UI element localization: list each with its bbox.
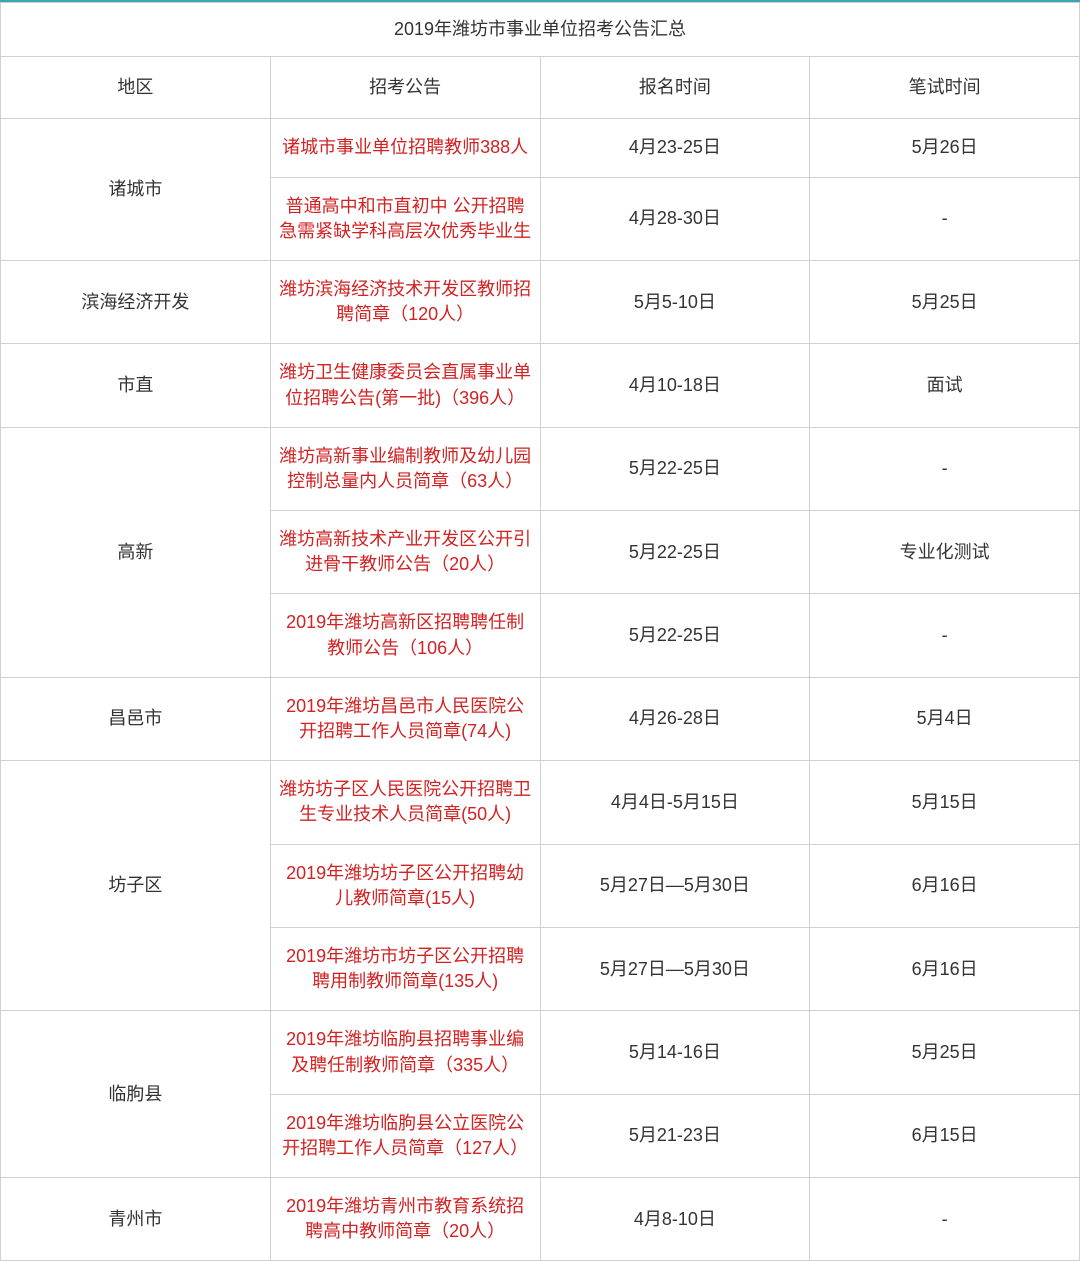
announcement-link[interactable]: 2019年潍坊市坊子区公开招聘聘用制教师简章(135人)	[286, 946, 524, 991]
announcement-link[interactable]: 潍坊高新技术产业开发区公开引进骨干教师公告（20人）	[279, 529, 531, 574]
announcement-cell: 2019年潍坊青州市教育系统招聘高中教师简章（20人）	[270, 1178, 540, 1261]
exam-time-cell: -	[810, 427, 1080, 510]
header-announcement: 招考公告	[270, 57, 540, 119]
exam-time-cell: 6月16日	[810, 844, 1080, 927]
reg-time-cell: 4月23-25日	[540, 119, 810, 177]
reg-time-cell: 5月27日—5月30日	[540, 844, 810, 927]
exam-time-cell: 5月15日	[810, 761, 1080, 844]
region-cell: 高新	[1, 427, 271, 677]
announcement-link[interactable]: 潍坊坊子区人民医院公开招聘卫生专业技术人员简章(50人)	[279, 779, 531, 824]
exam-time-cell: 专业化测试	[810, 511, 1080, 594]
table-row: 诸城市诸城市事业单位招聘教师388人4月23-25日5月26日	[1, 119, 1080, 177]
announcement-link[interactable]: 2019年潍坊坊子区公开招聘幼儿教师简章(15人)	[286, 863, 524, 908]
announcement-cell: 潍坊卫生健康委员会直属事业单位招聘公告(第一批)（396人）	[270, 344, 540, 427]
reg-time-cell: 4月10-18日	[540, 344, 810, 427]
announcement-link[interactable]: 2019年潍坊青州市教育系统招聘高中教师简章（20人）	[286, 1196, 524, 1241]
reg-time-cell: 5月21-23日	[540, 1094, 810, 1177]
table-header-row: 地区 招考公告 报名时间 笔试时间	[1, 57, 1080, 119]
announcement-cell: 潍坊高新技术产业开发区公开引进骨干教师公告（20人）	[270, 511, 540, 594]
header-exam-time: 笔试时间	[810, 57, 1080, 119]
exam-time-cell: 6月15日	[810, 1094, 1080, 1177]
table-row: 高新潍坊高新事业编制教师及幼儿园控制总量内人员简章（63人）5月22-25日-	[1, 427, 1080, 510]
reg-time-cell: 5月27日—5月30日	[540, 927, 810, 1010]
exam-time-cell: 5月4日	[810, 677, 1080, 760]
announcement-link[interactable]: 潍坊滨海经济技术开发区教师招聘简章（120人）	[279, 279, 531, 324]
table-container: 2019年潍坊市事业单位招考公告汇总 地区 招考公告 报名时间 笔试时间 诸城市…	[0, 0, 1080, 1261]
announcement-link[interactable]: 2019年潍坊临朐县公立医院公开招聘工作人员简章（127人）	[282, 1113, 528, 1158]
announcement-link[interactable]: 普通高中和市直初中 公开招聘急需紧缺学科高层次优秀毕业生	[279, 196, 531, 241]
announcement-cell: 2019年潍坊坊子区公开招聘幼儿教师简章(15人)	[270, 844, 540, 927]
header-region: 地区	[1, 57, 271, 119]
exam-time-cell: 5月25日	[810, 1011, 1080, 1094]
announcement-link[interactable]: 诸城市事业单位招聘教师388人	[282, 137, 528, 157]
table-row: 青州市 2019年潍坊青州市教育系统招聘高中教师简章（20人） 4月8-10日-	[1, 1178, 1080, 1261]
announcement-link[interactable]: 2019年潍坊高新区招聘聘任制教师公告（106人）	[286, 612, 524, 657]
announcement-cell: 普通高中和市直初中 公开招聘急需紧缺学科高层次优秀毕业生	[270, 177, 540, 260]
reg-time-cell: 4月8-10日	[540, 1178, 810, 1261]
exam-time-cell: 面试	[810, 344, 1080, 427]
table-row: 滨海经济开发潍坊滨海经济技术开发区教师招聘简章（120人）5月5-10日5月25…	[1, 260, 1080, 343]
announcement-cell: 潍坊滨海经济技术开发区教师招聘简章（120人）	[270, 260, 540, 343]
region-cell: 滨海经济开发	[1, 260, 271, 343]
header-reg-time: 报名时间	[540, 57, 810, 119]
table-title-row: 2019年潍坊市事业单位招考公告汇总	[1, 3, 1080, 57]
table-row: 昌邑市 2019年潍坊昌邑市人民医院公开招聘工作人员简章(74人) 4月26-28日…	[1, 677, 1080, 760]
announcement-cell: 2019年潍坊昌邑市人民医院公开招聘工作人员简章(74人)	[270, 677, 540, 760]
exam-time-cell: 5月26日	[810, 119, 1080, 177]
region-cell: 青州市	[1, 1178, 271, 1261]
announcement-cell: 2019年潍坊市坊子区公开招聘聘用制教师简章(135人)	[270, 927, 540, 1010]
announcement-cell: 潍坊高新事业编制教师及幼儿园控制总量内人员简章（63人）	[270, 427, 540, 510]
exam-time-cell: -	[810, 594, 1080, 677]
exam-time-cell: 5月25日	[810, 260, 1080, 343]
announcement-link[interactable]: 2019年潍坊临朐县招聘事业编及聘任制教师简章（335人）	[286, 1029, 524, 1074]
announcement-link[interactable]: 2019年潍坊昌邑市人民医院公开招聘工作人员简章(74人)	[286, 696, 524, 741]
table-row: 坊子区潍坊坊子区人民医院公开招聘卫生专业技术人员简章(50人)4月4日-5月15…	[1, 761, 1080, 844]
exam-time-cell: 6月16日	[810, 927, 1080, 1010]
announcement-cell: 2019年潍坊临朐县公立医院公开招聘工作人员简章（127人）	[270, 1094, 540, 1177]
reg-time-cell: 4月28-30日	[540, 177, 810, 260]
region-cell: 昌邑市	[1, 677, 271, 760]
announcement-cell: 诸城市事业单位招聘教师388人	[270, 119, 540, 177]
region-cell: 诸城市	[1, 119, 271, 261]
reg-time-cell: 5月14-16日	[540, 1011, 810, 1094]
announcement-link[interactable]: 潍坊高新事业编制教师及幼儿园控制总量内人员简章（63人）	[279, 446, 531, 491]
table-body: 诸城市诸城市事业单位招聘教师388人 4月23-25日5月26日普通高中和市直初中…	[1, 119, 1080, 1261]
announcement-cell: 2019年潍坊临朐县招聘事业编及聘任制教师简章（335人）	[270, 1011, 540, 1094]
region-cell: 坊子区	[1, 761, 271, 1011]
recruitment-table: 2019年潍坊市事业单位招考公告汇总 地区 招考公告 报名时间 笔试时间 诸城市…	[0, 2, 1080, 1261]
reg-time-cell: 5月22-25日	[540, 511, 810, 594]
reg-time-cell: 4月26-28日	[540, 677, 810, 760]
reg-time-cell: 5月5-10日	[540, 260, 810, 343]
exam-time-cell: -	[810, 177, 1080, 260]
region-cell: 市直	[1, 344, 271, 427]
reg-time-cell: 5月22-25日	[540, 427, 810, 510]
table-title: 2019年潍坊市事业单位招考公告汇总	[1, 3, 1080, 57]
announcement-cell: 2019年潍坊高新区招聘聘任制教师公告（106人）	[270, 594, 540, 677]
announcement-link[interactable]: 潍坊卫生健康委员会直属事业单位招聘公告(第一批)（396人）	[279, 362, 531, 407]
reg-time-cell: 5月22-25日	[540, 594, 810, 677]
table-row: 临朐县2019年潍坊临朐县招聘事业编及聘任制教师简章（335人）5月14-16日…	[1, 1011, 1080, 1094]
announcement-cell: 潍坊坊子区人民医院公开招聘卫生专业技术人员简章(50人)	[270, 761, 540, 844]
region-cell: 临朐县	[1, 1011, 271, 1178]
table-row: 市直潍坊卫生健康委员会直属事业单位招聘公告(第一批)（396人）4月10-18日…	[1, 344, 1080, 427]
exam-time-cell: -	[810, 1178, 1080, 1261]
reg-time-cell: 4月4日-5月15日	[540, 761, 810, 844]
